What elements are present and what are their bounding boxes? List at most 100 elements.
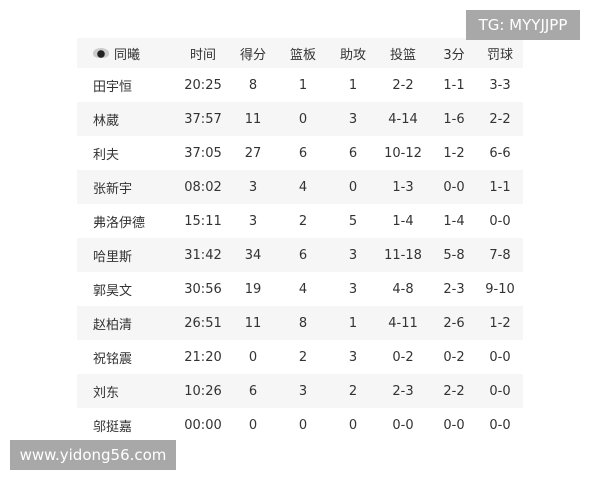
col-header-3pt: 3分 (443, 47, 465, 63)
three-pointers-cell: 1-4 (443, 213, 465, 229)
free-throws-cell: 7-8 (489, 247, 511, 263)
field-goals-cell: 1-4 (392, 213, 414, 229)
player-name-cell: 利夫 (93, 147, 120, 163)
assists-cell: 1 (348, 77, 358, 93)
player-name-cell: 赵柏清 (93, 317, 133, 333)
rebounds-cell: 6 (298, 247, 308, 263)
time-cell: 08:02 (184, 179, 222, 195)
points-cell: 3 (248, 179, 258, 195)
assists-cell: 0 (348, 179, 358, 195)
free-throws-cell: 0-0 (489, 349, 511, 365)
team-header: 同曦 (77, 44, 175, 63)
field-goals-cell: 11-18 (384, 247, 422, 263)
table-row: 林葳 37:57 11 0 3 4-14 1-6 2-2 (77, 102, 523, 136)
rebounds-cell: 2 (298, 349, 308, 365)
col-header-rebounds: 篮板 (289, 47, 316, 63)
watermark-bottom-left: www.yidong56.com (10, 440, 176, 470)
time-cell: 26:51 (184, 315, 222, 331)
free-throws-cell: 1-1 (489, 179, 511, 195)
points-cell: 34 (244, 247, 262, 263)
rebounds-cell: 2 (298, 213, 308, 229)
three-pointers-cell: 2-6 (443, 315, 465, 331)
points-cell: 0 (248, 417, 258, 433)
points-cell: 11 (244, 111, 262, 127)
player-name-cell: 田宇恒 (93, 79, 133, 95)
assists-cell: 6 (348, 145, 358, 161)
free-throws-cell: 3-3 (489, 77, 511, 93)
table-row: 利夫 37:05 27 6 6 10-12 1-2 6-6 (77, 136, 523, 170)
three-pointers-cell: 5-8 (443, 247, 465, 263)
field-goals-cell: 10-12 (384, 145, 422, 161)
field-goals-cell: 0-2 (392, 349, 414, 365)
free-throws-cell: 6-6 (489, 145, 511, 161)
col-header-fg: 投篮 (389, 47, 416, 63)
assists-cell: 5 (348, 213, 358, 229)
free-throws-cell: 0-0 (489, 383, 511, 399)
points-cell: 6 (248, 383, 258, 399)
col-header-time: 时间 (189, 47, 216, 63)
time-cell: 31:42 (184, 247, 222, 263)
points-cell: 11 (244, 315, 262, 331)
field-goals-cell: 4-8 (392, 281, 414, 297)
assists-cell: 3 (348, 111, 358, 127)
player-name-cell: 邬挺嘉 (93, 419, 133, 435)
three-pointers-cell: 1-6 (443, 111, 465, 127)
time-cell: 30:56 (184, 281, 222, 297)
rebounds-cell: 4 (298, 179, 308, 195)
free-throws-cell: 9-10 (485, 281, 515, 297)
three-pointers-cell: 2-2 (443, 383, 465, 399)
rebounds-cell: 0 (298, 417, 308, 433)
assists-cell: 3 (348, 281, 358, 297)
box-score-table: 同曦 时间 得分 篮板 助攻 投篮 3分 罚球 田宇恒 20:25 8 1 1 2-2 1-… (77, 38, 523, 442)
points-cell: 3 (248, 213, 258, 229)
rebounds-cell: 4 (298, 281, 308, 297)
time-cell: 10:26 (184, 383, 222, 399)
assists-cell: 1 (348, 315, 358, 331)
player-name-cell: 弗洛伊德 (93, 215, 146, 231)
player-name-cell: 张新宇 (93, 181, 133, 197)
points-cell: 8 (248, 77, 258, 93)
table-row: 刘东 10:26 6 3 2 2-3 2-2 0-0 (77, 374, 523, 408)
field-goals-cell: 4-14 (388, 111, 418, 127)
free-throws-cell: 1-2 (489, 315, 511, 331)
free-throws-cell: 0-0 (489, 213, 511, 229)
free-throws-cell: 2-2 (489, 111, 511, 127)
player-name-cell: 哈里斯 (93, 249, 133, 265)
table-row: 田宇恒 20:25 8 1 1 2-2 1-1 3-3 (77, 68, 523, 102)
field-goals-cell: 2-3 (392, 383, 414, 399)
three-pointers-cell: 0-2 (443, 349, 465, 365)
assists-cell: 3 (348, 247, 358, 263)
watermark-top-right: TG: MYYJJPP (466, 10, 580, 40)
three-pointers-cell: 1-2 (443, 145, 465, 161)
player-name-cell: 祝铭震 (93, 351, 133, 367)
three-pointers-cell: 0-0 (443, 179, 465, 195)
field-goals-cell: 0-0 (392, 417, 414, 433)
team-name: 同曦 (114, 47, 141, 63)
rebounds-cell: 0 (298, 111, 308, 127)
points-cell: 27 (244, 145, 262, 161)
table-row: 赵柏清 26:51 11 8 1 4-11 2-6 1-2 (77, 306, 523, 340)
col-header-ft: 罚球 (486, 47, 513, 63)
col-header-points: 得分 (239, 47, 266, 63)
col-header-assists: 助攻 (339, 47, 366, 63)
points-cell: 0 (248, 349, 258, 365)
table-row: 邬挺嘉 00:00 0 0 0 0-0 0-0 0-0 (77, 408, 523, 442)
time-cell: 00:00 (184, 417, 222, 433)
rebounds-cell: 1 (298, 77, 308, 93)
time-cell: 15:11 (184, 213, 222, 229)
assists-cell: 0 (348, 417, 358, 433)
player-name-cell: 刘东 (93, 385, 120, 401)
three-pointers-cell: 0-0 (443, 417, 465, 433)
table-row: 祝铭震 21:20 0 2 3 0-2 0-2 0-0 (77, 340, 523, 374)
table-row: 哈里斯 31:42 34 6 3 11-18 5-8 7-8 (77, 238, 523, 272)
assists-cell: 3 (348, 349, 358, 365)
three-pointers-cell: 2-3 (443, 281, 465, 297)
time-cell: 21:20 (184, 349, 222, 365)
table-row: 弗洛伊德 15:11 3 2 5 1-4 1-4 0-0 (77, 204, 523, 238)
team-logo-icon (93, 48, 109, 58)
field-goals-cell: 4-11 (388, 315, 418, 331)
three-pointers-cell: 1-1 (443, 77, 465, 93)
player-name-cell: 郭昊文 (93, 283, 133, 299)
rebounds-cell: 3 (298, 383, 308, 399)
time-cell: 20:25 (184, 77, 222, 93)
